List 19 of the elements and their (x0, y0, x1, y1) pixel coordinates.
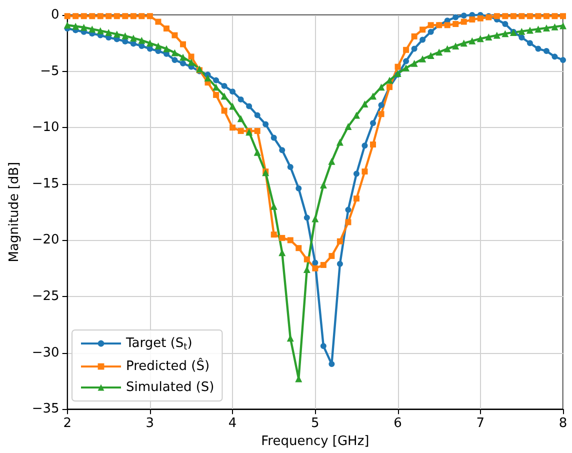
legend-label: Simulated (S) (126, 380, 214, 395)
y-axis-title: Magnitude [dB] (7, 162, 22, 262)
y-tick-label: −10 (32, 120, 60, 136)
y-tick-label: −25 (32, 289, 60, 304)
legend-label: Predicted (Ŝ) (126, 357, 210, 374)
y-tick-label: −30 (32, 345, 60, 360)
x-tick-label: 6 (394, 416, 402, 432)
x-tick-label: 8 (558, 416, 568, 432)
x-tick-label: 4 (228, 416, 237, 432)
x-tick-label: 3 (146, 416, 154, 432)
y-tick-label: −15 (32, 176, 60, 192)
x-tick-label: 2 (63, 416, 72, 432)
y-tick-label: −5 (40, 64, 60, 79)
x-axis-title: Frequency [GHz] (261, 434, 370, 449)
y-tick-label: −20 (32, 232, 60, 248)
y-tick-label: −35 (32, 402, 60, 417)
x-tick-label: 5 (311, 416, 320, 432)
y-tick-label: 0 (51, 8, 60, 22)
x-tick-label: 7 (476, 416, 485, 432)
